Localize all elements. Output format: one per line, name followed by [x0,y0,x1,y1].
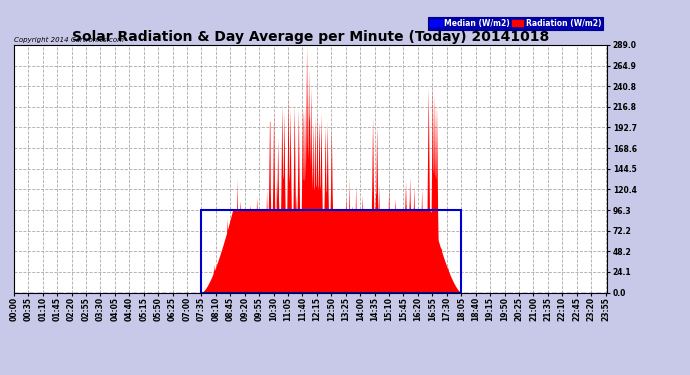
Text: Copyright 2014 Cartronics.com: Copyright 2014 Cartronics.com [14,36,124,42]
Bar [201,210,461,292]
Title: Solar Radiation & Day Average per Minute (Today) 20141018: Solar Radiation & Day Average per Minute… [72,30,549,44]
Legend: Median (W/m2), Radiation (W/m2): Median (W/m2), Radiation (W/m2) [428,16,603,30]
